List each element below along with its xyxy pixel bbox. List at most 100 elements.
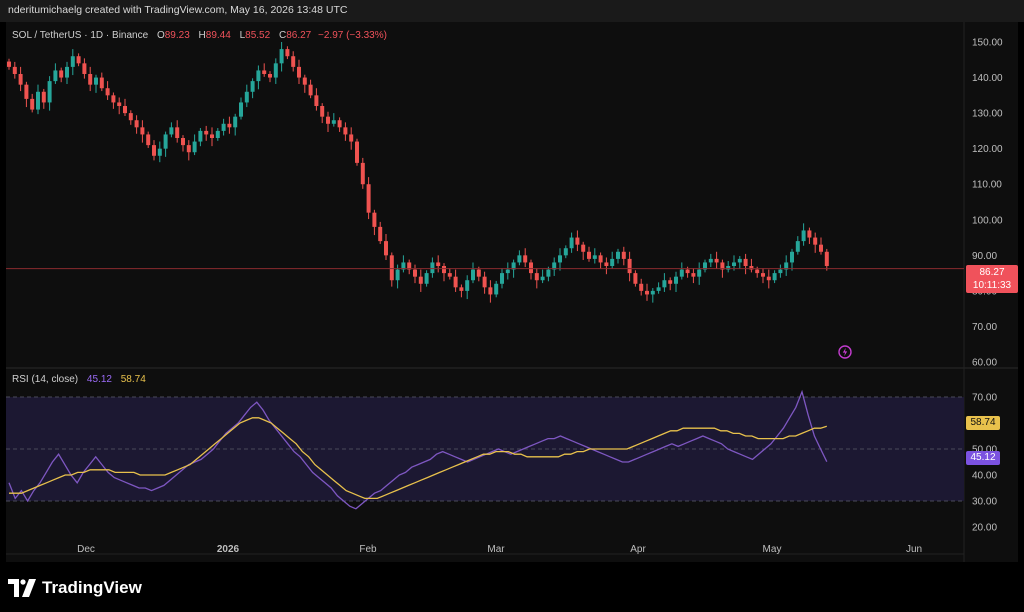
candle <box>331 113 336 127</box>
candle <box>134 115 139 134</box>
candle-body <box>639 283 644 291</box>
candle-body <box>737 258 742 263</box>
candle <box>88 66 93 92</box>
candle-body <box>355 141 359 163</box>
candle <box>459 284 464 298</box>
rsi-legend[interactable]: RSI (14, close) 45.12 58.74 <box>12 374 146 385</box>
chart-canvas[interactable]: 150.00 140.00 130.00 120.00 110.00 100.00 90.0… <box>6 22 1018 562</box>
candle-body <box>726 266 731 270</box>
low-value: 85.52 <box>245 30 271 41</box>
candle-body <box>778 269 783 274</box>
candle-body <box>239 102 243 117</box>
candle <box>123 98 127 116</box>
candle <box>18 66 23 92</box>
candle <box>471 262 475 284</box>
candle <box>442 263 446 282</box>
brand-name: TradingView <box>42 578 142 597</box>
time-tick-label: Dec <box>77 544 95 555</box>
symbol-legend[interactable]: SOL / TetherUS · 1D · Binance O89.23 H89… <box>12 30 387 41</box>
candle <box>70 49 75 76</box>
candle <box>737 256 742 269</box>
candle <box>633 270 638 287</box>
rsi-value-badge: 45.12 <box>966 451 1000 465</box>
candle <box>355 138 359 166</box>
candle <box>743 253 748 275</box>
candle-body <box>18 74 23 85</box>
candle <box>175 120 180 143</box>
candle <box>204 125 209 141</box>
candle-body <box>146 134 151 146</box>
candle <box>795 236 800 255</box>
candle <box>523 248 528 268</box>
candle-body <box>227 123 232 128</box>
rsi-tick-label: 40.00 <box>972 471 997 482</box>
candle <box>250 78 255 99</box>
candle <box>239 97 243 120</box>
candle-body <box>679 269 684 277</box>
candle-body <box>302 77 307 85</box>
price-pane <box>6 42 964 303</box>
candle-body <box>476 269 481 277</box>
candle-body <box>471 269 475 281</box>
close-value: 86.27 <box>286 30 312 41</box>
candle-body <box>82 63 87 74</box>
candle <box>790 248 794 271</box>
flash-icon[interactable] <box>838 345 852 359</box>
tradingview-logo[interactable]: TradingView <box>8 578 142 598</box>
rsi-tick-label: 50.00 <box>972 445 997 456</box>
low-label: L <box>239 30 246 41</box>
candle <box>244 84 249 108</box>
candle <box>505 262 510 280</box>
candle-body <box>395 269 400 281</box>
candle <box>111 92 116 109</box>
candle-body <box>529 262 533 274</box>
candle-body <box>117 102 122 106</box>
candle <box>30 93 35 113</box>
candle-body <box>627 258 632 274</box>
candle <box>24 81 29 108</box>
candle <box>227 116 232 134</box>
candle-body <box>801 230 806 242</box>
candle-body <box>691 273 696 277</box>
chart-area[interactable]: 150.00 140.00 130.00 120.00 110.00 100.00 90.0… <box>6 22 1018 562</box>
candle <box>169 122 174 138</box>
candle-body <box>662 280 667 288</box>
rsi-tick-label: 70.00 <box>972 393 997 404</box>
candle <box>772 270 777 284</box>
candle-body <box>250 81 255 92</box>
candle-body <box>558 255 562 263</box>
candle <box>407 259 412 275</box>
candle-body <box>401 262 406 270</box>
candle-body <box>215 130 220 138</box>
candle <box>7 58 11 70</box>
candle <box>621 246 626 266</box>
candle-body <box>273 63 278 78</box>
candle-body <box>70 56 75 67</box>
candle <box>186 140 191 161</box>
time-tick-label: Apr <box>630 544 646 555</box>
candle <box>714 251 719 269</box>
price-tick-label: 150.00 <box>972 38 1003 49</box>
candle <box>430 257 435 278</box>
candle <box>36 84 40 115</box>
candle-body <box>813 237 818 245</box>
time-tick-label: 2026 <box>217 544 240 555</box>
candle <box>181 135 185 152</box>
candle <box>326 111 330 132</box>
candle-body <box>772 273 777 281</box>
rsi-tick-label: 20.00 <box>972 523 997 534</box>
candle-body <box>297 66 301 78</box>
candle-body <box>349 134 354 142</box>
candle-body <box>181 138 185 146</box>
candle <box>639 278 644 296</box>
rsi-ma-badge: 58.74 <box>966 416 1000 430</box>
candle <box>47 76 52 111</box>
candle <box>674 271 678 292</box>
candle <box>476 266 481 282</box>
time-tick-label: Feb <box>359 544 377 555</box>
candle-body <box>314 95 319 106</box>
candle <box>308 79 313 99</box>
candle <box>581 241 586 260</box>
candle-body <box>384 241 388 256</box>
